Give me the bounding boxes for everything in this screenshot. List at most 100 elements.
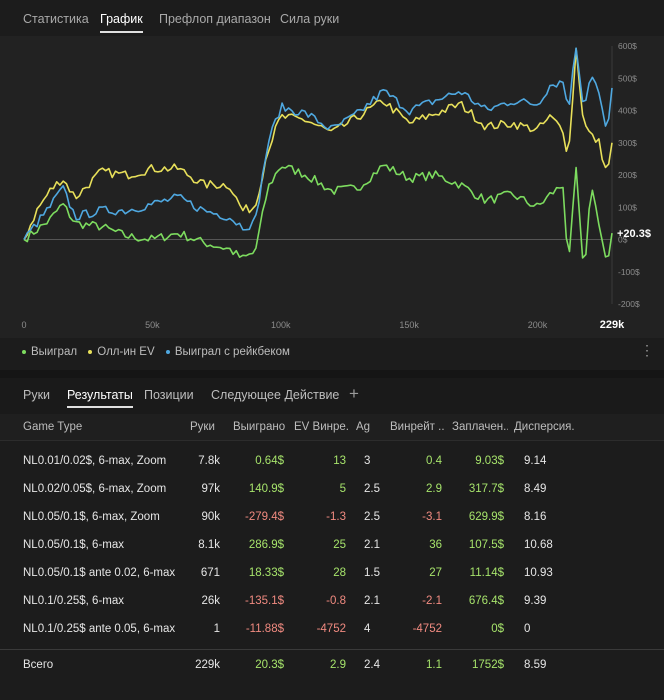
cell-won: -279.4$ — [244, 511, 284, 523]
cell-ag: 3 — [364, 455, 371, 467]
cell-won: 0.64$ — [255, 455, 284, 467]
table-row[interactable]: NL0.05/0.1$, 6-max, Zoom 90k -279.4$ -1.3 2.… — [0, 511, 664, 539]
series-line-2 — [23, 47, 613, 240]
y-tick-label: 0$ — [618, 235, 628, 245]
cell-ev-winrate: 13 — [333, 455, 346, 467]
cell-ev-winrate: -4752 — [316, 623, 346, 635]
cell-game-type: NL0.01/0.02$, 6-max, Zoom — [23, 455, 167, 467]
cell-hands: 8.1k — [198, 539, 220, 551]
cell-variance: 0 — [524, 623, 531, 635]
cell-hands: 26k — [201, 595, 220, 607]
cell-hands: 229k — [195, 659, 220, 671]
y-tick-label: -200$ — [618, 299, 640, 309]
cell-game-type: NL0.05/0.1$, 6-max — [23, 539, 125, 551]
cell-won: 20.3$ — [255, 659, 284, 671]
more-options-icon[interactable]: ⋮ — [640, 342, 654, 358]
cell-hands: 97k — [201, 483, 220, 495]
cell-ag: 2.4 — [364, 659, 380, 671]
column-header-ag[interactable]: Ag — [356, 421, 371, 433]
cell-paid: 1752$ — [472, 659, 504, 671]
y-tick-label: 100$ — [618, 202, 637, 212]
top-tab-bar: Статистика График Префлоп диапазон Сила … — [0, 0, 664, 36]
table-row[interactable]: NL0.05/0.1$, 6-max 8.1k 286.9$ 25 2.1 36 107.5… — [0, 539, 664, 567]
column-header-game-type[interactable]: Game Type — [23, 421, 83, 433]
cell-won: 18.33$ — [248, 567, 284, 579]
tab-statistics[interactable]: Статистика — [23, 12, 89, 26]
y-tick-label: 300$ — [618, 138, 637, 148]
legend-item-won-rakeback[interactable]: Выиграл с рейкбеком — [165, 346, 290, 358]
cell-ag: 2.5 — [364, 483, 380, 495]
table-row[interactable]: NL0.1/0.25$, 6-max 26k -135.1$ -0.8 2.1 -2.1 6… — [0, 595, 664, 623]
x-tick-label: 0 — [21, 320, 26, 330]
add-tab-icon[interactable]: + — [349, 384, 359, 403]
legend-label: Олл-ин EV — [97, 346, 155, 358]
tab-preflop-range[interactable]: Префлоп диапазон — [159, 12, 271, 26]
y-tick-label: 200$ — [618, 170, 637, 180]
cell-hands: 1 — [213, 623, 220, 635]
cell-winrate: -4752 — [412, 623, 442, 635]
cell-game-type: NL0.1/0.25$ ante 0.05, 6-max — [23, 623, 176, 635]
tab-graph[interactable]: График — [100, 12, 143, 33]
cell-ag: 1.5 — [364, 567, 380, 579]
tab-results[interactable]: Результаты — [67, 388, 133, 408]
column-header-winrate[interactable]: Винрейт ... — [390, 421, 444, 433]
cell-won: 286.9$ — [248, 539, 284, 551]
bottom-tab-bar: Руки Результаты Позиции Следующее Действ… — [0, 378, 664, 414]
cell-winrate: 2.9 — [426, 483, 442, 495]
table-header: Game Type Руки Выиграно EV Винре... Ag В… — [0, 414, 664, 441]
cell-winrate: -3.1 — [422, 511, 442, 523]
tab-hands[interactable]: Руки — [23, 388, 51, 402]
cell-hands: 90k — [201, 511, 220, 523]
legend-label: Выиграл — [31, 346, 78, 358]
cell-won: 140.9$ — [248, 483, 284, 495]
cell-ag: 2.5 — [364, 511, 380, 523]
cell-ev-winrate: 2.9 — [330, 659, 346, 671]
cell-ev-winrate: -0.8 — [326, 595, 346, 607]
cell-winrate: -2.1 — [422, 595, 442, 607]
cell-game-type: Всего — [23, 659, 54, 671]
legend-dot-icon — [165, 349, 170, 354]
cell-paid: 676.4$ — [468, 595, 504, 607]
y-tick-label: 400$ — [618, 106, 637, 116]
final-value-label: +20.3$ — [617, 228, 651, 240]
cell-ag: 2.1 — [364, 539, 380, 551]
table-row[interactable]: NL0.1/0.25$ ante 0.05, 6-max 1 -11.88$ -475… — [0, 623, 664, 651]
cell-winrate: 27 — [429, 567, 442, 579]
x-tick-label: 150k — [399, 320, 419, 330]
cell-hands: 7.8k — [198, 455, 220, 467]
y-tick-label: 500$ — [618, 73, 637, 83]
column-header-variance[interactable]: Дисперсия... — [514, 421, 574, 433]
cell-ev-winrate: 25 — [333, 539, 346, 551]
column-header-ev-winrate[interactable]: EV Винре... — [294, 421, 350, 433]
tab-positions[interactable]: Позиции — [144, 388, 194, 402]
cell-variance: 8.49 — [524, 483, 547, 495]
cell-variance: 9.39 — [524, 595, 547, 607]
legend-dot-icon — [22, 349, 26, 354]
cell-paid: 107.5$ — [468, 539, 504, 551]
tab-hand-strength[interactable]: Сила руки — [280, 12, 340, 26]
x-end-label: 229k — [600, 319, 625, 331]
total-divider — [0, 649, 664, 650]
column-header-won[interactable]: Выиграно — [233, 421, 286, 433]
cell-variance: 10.68 — [524, 539, 553, 551]
legend-item-won[interactable]: Выиграл — [22, 346, 77, 358]
table-total-row[interactable]: Всего 229k 20.3$ 2.9 2.4 1.1 1752$ 8.59 — [0, 659, 664, 687]
table-row[interactable]: NL0.05/0.1$ ante 0.02, 6-max 671 18.33$ 28 1… — [0, 567, 664, 595]
table-row[interactable]: NL0.01/0.02$, 6-max, Zoom 7.8k 0.64$ 13 3 0.4… — [0, 455, 664, 483]
cell-game-type: NL0.1/0.25$, 6-max — [23, 595, 125, 607]
column-header-hands[interactable]: Руки — [190, 421, 215, 433]
chart-area: 600$ 500$ 400$ 300$ 200$ 100$ 0$ -100$ -200$ 0 50k… — [0, 36, 664, 338]
cell-ev-winrate: -1.3 — [326, 511, 346, 523]
cell-variance: 9.14 — [524, 455, 547, 467]
legend-label: Выиграл с рейкбеком — [174, 346, 290, 358]
cell-game-type: NL0.05/0.1$ ante 0.02, 6-max — [23, 567, 176, 579]
cell-paid: 11.14$ — [469, 567, 504, 579]
cell-ag: 4 — [364, 623, 371, 635]
cell-variance: 10.93 — [524, 567, 553, 579]
table-row[interactable]: NL0.02/0.05$, 6-max, Zoom 97k 140.9$ 5 2.5 2.… — [0, 483, 664, 511]
x-tick-label: 100k — [271, 320, 291, 330]
legend-item-allin-ev[interactable]: Олл-ин EV — [88, 346, 155, 358]
tab-next-action[interactable]: Следующее Действие — [211, 388, 340, 402]
column-header-paid[interactable]: Заплачен... — [452, 421, 508, 433]
cell-paid: 317.7$ — [468, 483, 504, 495]
